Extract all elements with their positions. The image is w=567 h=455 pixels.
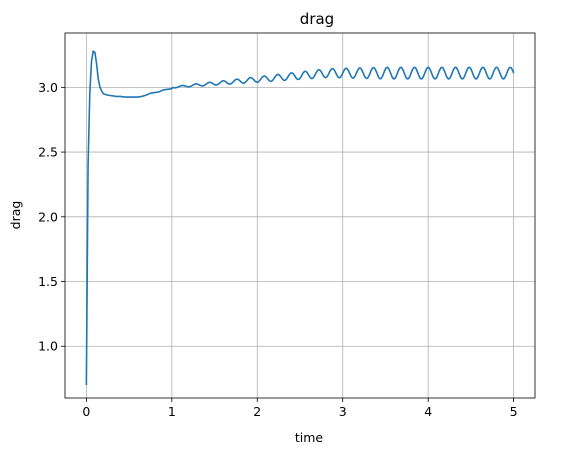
drag-line (85, 50, 515, 386)
x-tick-label: 2 (253, 404, 261, 419)
x-tick-label: 3 (339, 404, 347, 419)
y-tick-label: 2.5 (38, 145, 58, 160)
y-tick-label: 3.0 (38, 80, 58, 95)
y-tick-label: 1.0 (38, 339, 58, 354)
plot-frame (64, 32, 536, 399)
x-tick-label: 4 (424, 404, 432, 419)
y-tick-label: 2.0 (38, 209, 58, 224)
x-tick-label: 0 (82, 404, 90, 419)
y-tick-label: 1.5 (38, 274, 58, 289)
grid (65, 33, 535, 398)
x-axis-label: time (295, 430, 324, 445)
x-tick-label: 1 (168, 404, 176, 419)
y-axis-ticks: 1.0 1.5 2.0 2.5 3.0 (38, 80, 65, 354)
x-axis-ticks: 0 1 2 3 4 5 (82, 398, 518, 419)
chart-title: drag (300, 10, 334, 28)
y-axis-label: drag (8, 201, 23, 230)
x-tick-label: 5 (510, 404, 518, 419)
